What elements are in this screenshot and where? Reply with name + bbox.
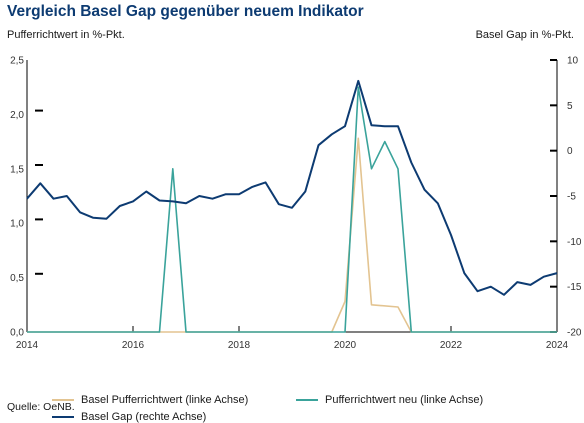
series-line-2 — [27, 86, 557, 333]
legend-label: Pufferrichtwert neu (linke Achse) — [325, 394, 484, 406]
x-tick-label: 2022 — [440, 340, 463, 351]
right-tick-label: -5 — [567, 192, 576, 203]
source-note: Quelle: OeNB. — [7, 401, 75, 413]
legend-swatch — [52, 416, 74, 418]
legend-item-basel-gap: Basel Gap (rechte Achse) — [52, 411, 206, 423]
right-axis-label: Basel Gap in %-Pkt. — [475, 29, 574, 41]
series-line-1 — [27, 137, 557, 333]
chart-series — [26, 79, 558, 333]
x-tick-label: 2016 — [122, 340, 145, 351]
legend-item-basel-pufferrichtwert: Basel Pufferrichtwert (linke Achse) — [52, 394, 248, 406]
x-tick-label: 2024 — [546, 340, 569, 351]
left-tick-label: 1,0 — [10, 219, 24, 230]
chart-title: Vergleich Basel Gap gegenüber neuem Indi… — [7, 3, 364, 20]
x-tick-label: 2014 — [16, 340, 39, 351]
chart-axes: 0,0 0,5 1,0 1,5 2,0 2,5 -20 -15 -10 -5 0 5 10 2014 201… — [10, 56, 582, 352]
right-tick-label: -15 — [567, 282, 582, 293]
right-tick-label: 5 — [567, 101, 573, 112]
legend-swatch — [296, 399, 318, 401]
left-tick-label: 2,5 — [10, 56, 24, 67]
left-axis-label: Pufferrichtwert in %-Pkt. — [7, 29, 125, 41]
left-tick-label: 0,5 — [10, 273, 24, 284]
left-tick-label: 1,5 — [10, 164, 24, 175]
legend-swatch — [52, 399, 74, 401]
legend-label: Basel Pufferrichtwert (linke Achse) — [81, 394, 249, 406]
right-tick-label: -20 — [567, 328, 582, 339]
right-tick-label: -10 — [567, 237, 582, 248]
left-tick-label: 2,0 — [10, 110, 24, 121]
x-tick-label: 2018 — [228, 340, 251, 351]
legend-label: Basel Gap (rechte Achse) — [81, 411, 207, 423]
left-tick-label: 0,0 — [10, 328, 24, 339]
x-tick-label: 2020 — [334, 340, 357, 351]
series-line-3 — [26, 79, 558, 296]
right-tick-label: 0 — [567, 146, 573, 157]
right-tick-label: 10 — [567, 56, 579, 67]
legend-item-pufferrichtwert-neu: Pufferrichtwert neu (linke Achse) — [296, 394, 483, 406]
